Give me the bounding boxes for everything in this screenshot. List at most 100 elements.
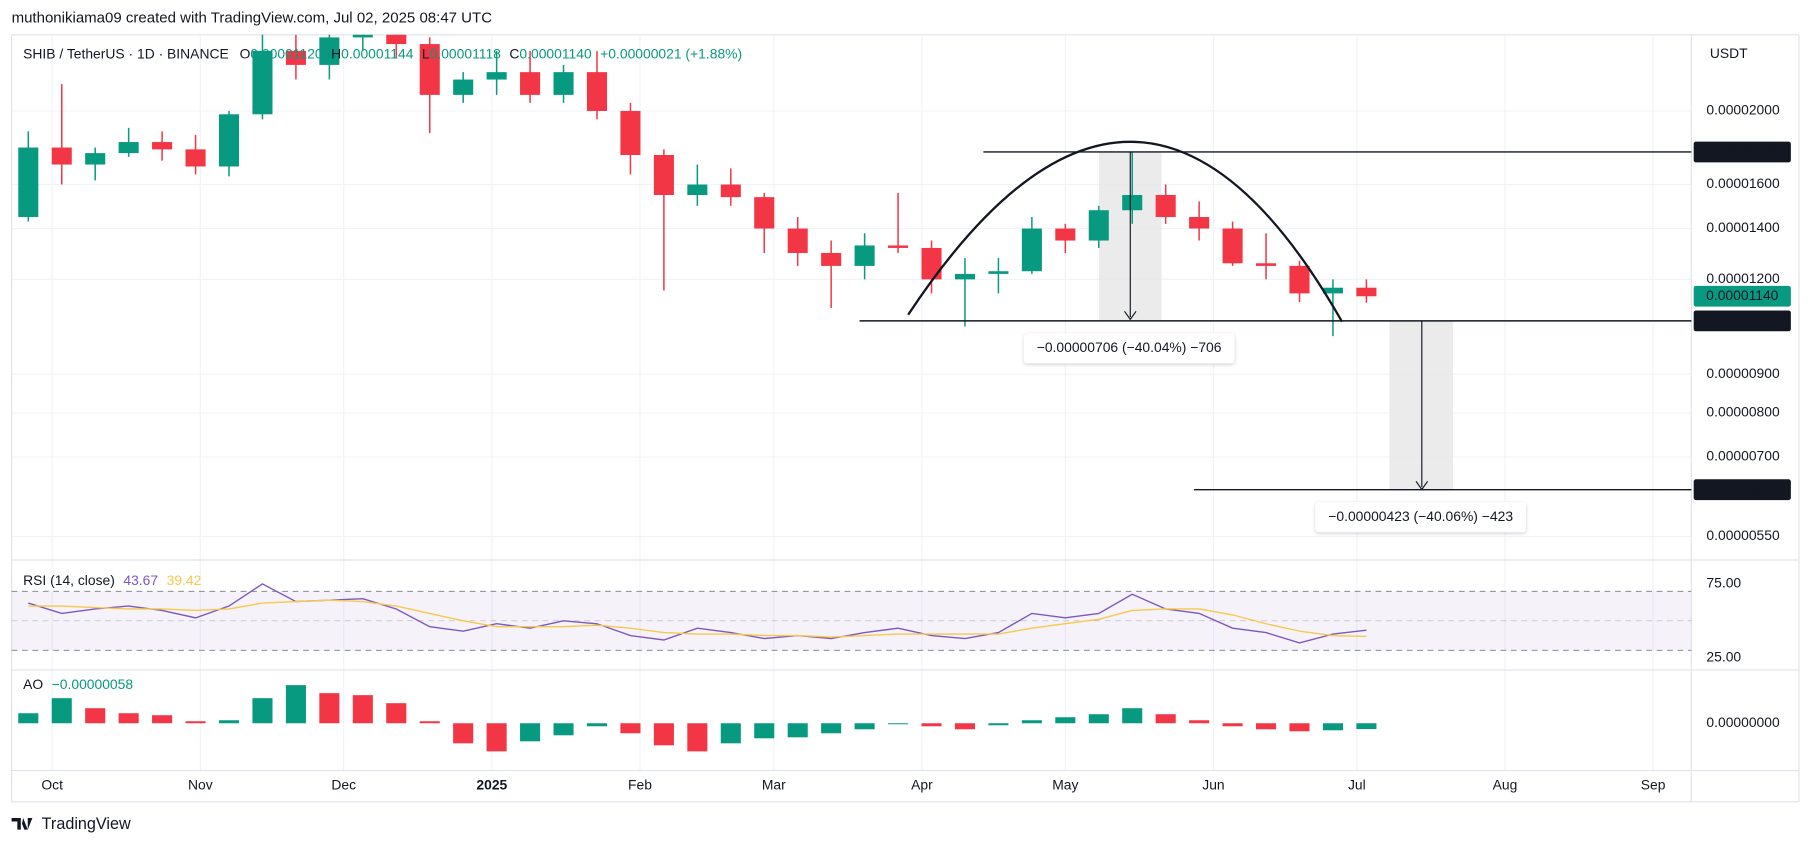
candle-body [1155, 194, 1176, 217]
rsi-line [28, 583, 1367, 644]
candle-body [586, 72, 608, 111]
candle-body [821, 252, 842, 266]
ao-bar [653, 723, 674, 746]
ao-bar [352, 695, 373, 724]
candle-body [1356, 287, 1377, 297]
ao-bar [118, 713, 139, 724]
ao-bar [1289, 723, 1310, 732]
candle-body [252, 50, 273, 115]
ao-bar [988, 723, 1009, 726]
rounded-top-arc [907, 140, 1343, 323]
x-tick-label: Sep [1641, 776, 1666, 792]
ao-bar [319, 693, 340, 724]
annotation-box [1315, 502, 1526, 533]
candle-body [720, 184, 741, 198]
y-tick-label: 0.00001400 [1706, 219, 1780, 235]
brand: TradingView [42, 815, 131, 833]
x-tick-label: 2025 [476, 776, 507, 792]
candle-body [152, 142, 173, 150]
y-tick-label: 75.00 [1706, 575, 1741, 591]
candle-body [620, 110, 641, 155]
candle-body [218, 114, 240, 167]
rsi-legend: RSI (14, close) 43.67 39.42 [23, 572, 201, 588]
ao-bar [453, 723, 474, 744]
candle-body [954, 273, 976, 280]
x-tick-label: Oct [41, 776, 63, 792]
candle-body [185, 149, 206, 167]
x-tick-label: Dec [331, 776, 356, 792]
candle-body [118, 142, 139, 154]
candle-body [520, 72, 541, 95]
y-tick-label: 0.00001200 [1706, 270, 1780, 286]
ohlc-label: L [422, 45, 430, 61]
x-tick-label: Aug [1493, 776, 1518, 792]
price-tag [1693, 310, 1791, 332]
candle-body [319, 37, 340, 65]
y-tick-label: 0.00000800 [1706, 404, 1780, 420]
rsi-title: RSI (14, close) [23, 572, 115, 588]
legend-entry: 43.67 [123, 572, 158, 588]
candle-body [18, 147, 39, 217]
ao-bar [1222, 723, 1243, 727]
y-tick-label: 25.00 [1706, 648, 1741, 664]
last-price-tag [1693, 285, 1791, 307]
candle-body [1256, 263, 1277, 266]
ohlc-label: C [509, 45, 519, 61]
candle-body [1021, 228, 1042, 272]
ao-bar [520, 723, 541, 742]
ohlc-label: O [240, 45, 251, 61]
x-tick-label: Jun [1202, 776, 1224, 792]
ao-bar [419, 721, 440, 724]
ao-bar [720, 723, 741, 744]
ao-bar [152, 715, 173, 724]
change: +0.00000021 (+1.88%) [600, 45, 742, 61]
annotation: −0.00000423 (−40.06%) −423 [1328, 508, 1513, 524]
ao-bar [1155, 714, 1176, 724]
ao-bar [1122, 708, 1143, 724]
ao-bar [954, 723, 976, 730]
chart-title: muthonikiama09 created with TradingView.… [12, 10, 493, 27]
annotation: −0.00000706 (−40.04%) −706 [1037, 339, 1222, 355]
ao-bar [1055, 717, 1076, 724]
ao-bar [888, 723, 909, 725]
rsi-pane: 75.00 25.00 [11, 575, 1741, 664]
ao-bar [285, 685, 306, 724]
candle-body [1122, 194, 1143, 211]
ao-bar [1088, 714, 1109, 724]
ohlc-value: 0.00001144 [341, 45, 414, 61]
ao-bar [1322, 723, 1343, 731]
candle-body [1088, 210, 1109, 241]
candles [18, 34, 1377, 337]
ao-bar [921, 723, 942, 727]
ao-bar [1021, 720, 1042, 724]
candle-body [352, 34, 373, 38]
x-tick-label: Mar [762, 776, 786, 792]
ao-bar [486, 723, 507, 752]
ohlc-value: 0.00001118 [430, 45, 502, 61]
candle-body [419, 44, 440, 95]
symbol-legend: SHIB / TetherUS · 1D · BINANCE O0.000011… [23, 45, 742, 61]
x-tick-label: Apr [911, 776, 933, 792]
y-tick-label: 0.00002000 [1706, 102, 1780, 118]
ao-bar [586, 723, 608, 727]
ao-bar [1356, 723, 1377, 730]
ao-bar [85, 708, 106, 724]
annotation-box [1023, 333, 1235, 364]
ao-bar [218, 720, 240, 724]
price-tag [1693, 479, 1791, 501]
arrow-head [1124, 310, 1137, 321]
ao-pane: 0.00000000 [18, 685, 1780, 752]
x-tick-label: Jul [1348, 776, 1366, 792]
ao-bar [1256, 723, 1277, 730]
candle-body [921, 247, 942, 280]
price-tag-label: 0.00001058 [1706, 312, 1780, 328]
ao-bar [821, 723, 842, 734]
candle-body [85, 153, 106, 165]
ao-bar [18, 713, 39, 724]
candle-body [888, 245, 909, 248]
candle-body [51, 147, 72, 165]
candle-body [754, 197, 775, 229]
candle-body [486, 72, 507, 80]
x-tick-label: May [1052, 776, 1078, 792]
